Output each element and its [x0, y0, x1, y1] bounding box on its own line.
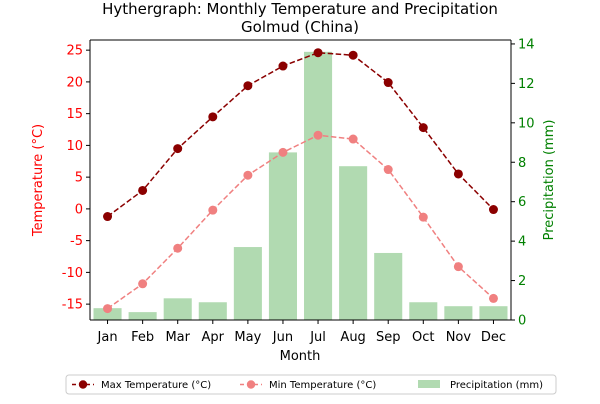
left-tick-label: 0	[75, 202, 83, 217]
max-temp-point-feb	[138, 185, 148, 195]
right-tick-label: 12	[518, 77, 535, 92]
min-temp-point-may	[243, 170, 253, 180]
min-temp-point-oct	[418, 212, 428, 222]
precip-bar-jul	[304, 51, 333, 320]
x-tick-label-aug: Aug	[340, 330, 365, 345]
precip-bar-feb	[128, 312, 157, 320]
legend-max-label: Max Temperature (°C)	[101, 380, 211, 391]
x-tick-label-jul: Jul	[309, 330, 326, 345]
legend-max-marker	[78, 380, 88, 389]
legend-precip-label: Precipitation (mm)	[450, 380, 543, 391]
x-tick-label-sep: Sep	[376, 330, 401, 345]
left-tick-label: -15	[62, 298, 83, 313]
x-tick-label-dec: Dec	[481, 330, 506, 345]
legend-frame	[65, 374, 557, 395]
max-temp-point-jun	[278, 61, 288, 71]
max-temp-point-mar	[173, 144, 183, 154]
left-tick-label: 20	[66, 75, 83, 90]
left-tick-label: 5	[75, 171, 83, 186]
precip-bar-jan	[93, 308, 122, 320]
min-temp-point-sep	[383, 165, 393, 175]
precip-bar-nov	[444, 306, 473, 320]
max-temp-point-jul	[313, 48, 323, 58]
precip-bar-aug	[339, 166, 368, 320]
axes: -15 -10 -5 0 5 10 15 20 25 0 2 4 6 8 10 12 14 Jan Feb Mar Ap…	[62, 37, 535, 345]
min-temp-point-jan	[103, 304, 113, 314]
min-temp-point-jul	[313, 130, 323, 140]
max-temp-point-sep	[383, 78, 393, 88]
left-axis-title: Temperature (°C)	[31, 124, 46, 237]
right-tick-label: 0	[518, 314, 526, 329]
right-tick-label: 14	[518, 37, 535, 52]
min-temp-point-aug	[348, 134, 358, 144]
legend-precip-swatch	[418, 380, 440, 388]
left-tick-label: 10	[66, 139, 83, 154]
left-tick-label: 15	[66, 107, 83, 122]
min-temp-point-jun	[278, 147, 288, 157]
right-tick-label: 2	[518, 274, 526, 289]
legend: Max Temperature (°C) Min Temperature (°C…	[65, 374, 557, 395]
precip-bar-oct	[409, 302, 438, 320]
max-temp-point-may	[243, 81, 253, 91]
x-tick-label-feb: Feb	[131, 330, 154, 345]
right-tick-label: 6	[518, 195, 526, 210]
x-tick-label-jun: Jun	[272, 330, 293, 345]
max-temperature-line	[107, 51, 494, 218]
precipitation-bars	[93, 51, 508, 320]
chart-title-line-1: Hythergraph: Monthly Temperature and Pre…	[102, 0, 498, 18]
left-tick-label: 25	[66, 44, 83, 59]
left-tick-label: -5	[70, 234, 83, 249]
legend-min-label: Min Temperature (°C)	[269, 380, 376, 391]
precip-bar-dec	[479, 306, 508, 320]
precip-bar-sep	[374, 252, 403, 320]
x-tick-label-oct: Oct	[412, 330, 434, 345]
right-tick-label: 8	[518, 156, 526, 171]
max-temp-point-aug	[348, 50, 358, 60]
min-temp-point-dec	[488, 293, 498, 303]
max-temp-point-oct	[418, 123, 428, 133]
precip-bar-may	[233, 247, 262, 320]
x-tick-label-apr: Apr	[202, 330, 225, 345]
min-temp-point-feb	[138, 279, 148, 289]
right-tick-label: 4	[518, 235, 526, 250]
temperature-lines	[103, 48, 498, 314]
min-temperature-line	[107, 134, 494, 310]
legend-min-marker	[246, 380, 256, 389]
max-temp-point-apr	[208, 112, 218, 122]
min-temp-point-apr	[208, 205, 218, 215]
precip-bar-apr	[198, 302, 227, 320]
x-tick-label-mar: Mar	[165, 330, 190, 345]
left-tick-label: -10	[62, 266, 83, 281]
x-axis-title: Month	[280, 349, 321, 364]
chart-title-line-2: Golmud (China)	[241, 18, 359, 36]
right-axis-title: Precipitation (mm)	[542, 120, 557, 241]
x-tick-label-nov: Nov	[446, 330, 472, 345]
precip-bar-jun	[268, 152, 297, 320]
max-temp-point-nov	[453, 169, 463, 179]
max-temp-point-jan	[103, 212, 113, 222]
precip-bar-mar	[163, 298, 192, 320]
x-tick-label-may: May	[234, 330, 261, 345]
x-tick-label-jan: Jan	[97, 330, 118, 345]
max-temp-point-dec	[488, 205, 498, 215]
right-tick-label: 10	[518, 116, 535, 131]
min-temp-point-mar	[173, 243, 183, 253]
min-temp-point-nov	[453, 262, 463, 272]
